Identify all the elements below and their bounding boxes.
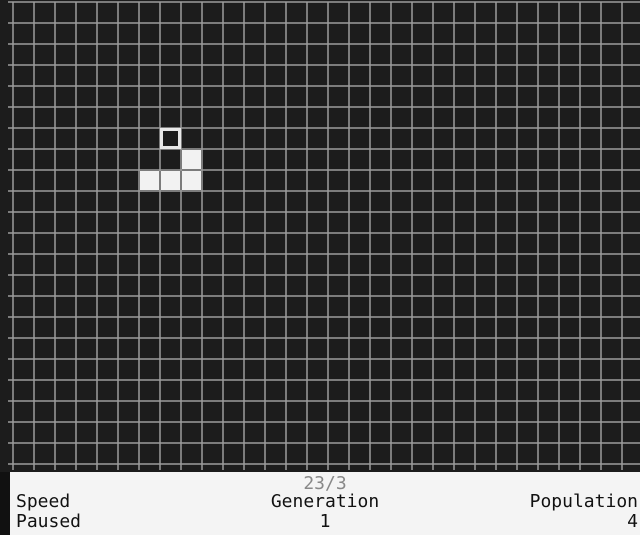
live-cell[interactable] bbox=[140, 171, 159, 190]
live-cell[interactable] bbox=[182, 150, 201, 169]
game-screen: 23/3 Speed Paused Generation 1 Populatio… bbox=[0, 0, 640, 535]
live-cell[interactable] bbox=[182, 171, 201, 190]
life-board[interactable] bbox=[0, 0, 640, 472]
status-bar: 23/3 Speed Paused Generation 1 Populatio… bbox=[10, 472, 640, 535]
generation-value: 1 bbox=[10, 512, 640, 532]
population-label: Population bbox=[530, 492, 638, 512]
population-value: 4 bbox=[627, 512, 638, 532]
live-cell[interactable] bbox=[161, 171, 180, 190]
